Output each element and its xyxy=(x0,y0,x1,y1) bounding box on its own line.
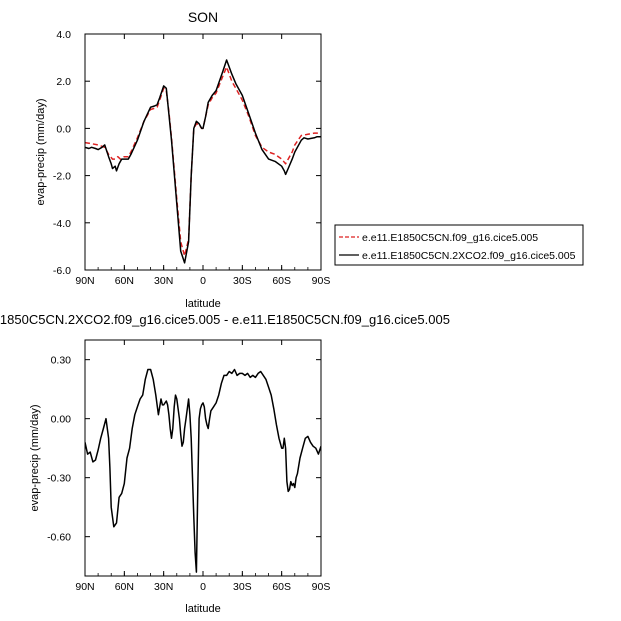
series-line xyxy=(85,59,321,264)
y-tick-label: -2.0 xyxy=(53,171,71,183)
chart-1-xlabel: latitude xyxy=(185,298,220,310)
y-tick-label: -0.30 xyxy=(47,473,71,485)
x-tick-label: 30S xyxy=(233,275,252,287)
legend-label-1: e.e11.E1850C5CN.f09_g16.cice5.005 xyxy=(362,232,538,244)
y-tick-label: 0.30 xyxy=(51,355,72,367)
y-tick-label: 2.0 xyxy=(56,76,71,88)
y-tick-label: -0.60 xyxy=(47,532,71,544)
chart-2-ylabel: evap-precip (mm/day) xyxy=(29,405,41,512)
x-tick-label: 0 xyxy=(200,275,206,287)
chart-2-frame xyxy=(84,339,322,577)
y-tick-label: 4.0 xyxy=(56,29,71,41)
x-tick-label: 90N xyxy=(75,581,94,593)
x-tick-label: 60N xyxy=(115,581,134,593)
chart-1: SON 90N 60N 30N 0 30S 60S 90S 4.0 2.0 0.0 -2.0 -4.0… xyxy=(35,9,584,310)
x-tick-label: 90S xyxy=(312,275,331,287)
chart-2-xlabel: latitude xyxy=(185,603,220,615)
chart-2-ticks: 90N 60N 30N 0 30S 60S 90S 0.30 0.00 -0.30 -0.60 xyxy=(47,340,330,593)
y-tick-label: 0.00 xyxy=(51,414,72,426)
chart-1-ticks: 90N 60N 30N 0 30S 60S 90S 4.0 2.0 0.0 -2.0 -4.0 -6.0 xyxy=(53,29,330,287)
x-tick-label: 30N xyxy=(154,275,173,287)
series-line xyxy=(85,368,321,573)
y-tick-label: -6.0 xyxy=(53,265,71,277)
chart-1-lines xyxy=(85,59,321,264)
x-tick-label: 60S xyxy=(272,275,291,287)
chart-2: e.e11.E1850C5CN.2XCO2.f09_g16.cice5.005 … xyxy=(0,312,450,615)
legend-label-2: e.e11.E1850C5CN.2XCO2.f09_g16.cice5.005 xyxy=(362,250,576,262)
chart-2-lines xyxy=(85,368,321,573)
chart-1-title: SON xyxy=(188,9,218,25)
x-tick-label: 60S xyxy=(272,581,291,593)
chart-1-frame xyxy=(84,33,322,271)
y-tick-label: -4.0 xyxy=(53,218,71,230)
y-tick-label: 0.0 xyxy=(56,123,71,135)
chart-2-title: e.e11.E1850C5CN.2XCO2.f09_g16.cice5.005 … xyxy=(0,312,450,327)
x-tick-label: 90S xyxy=(312,581,331,593)
x-tick-label: 30N xyxy=(154,581,173,593)
chart-1-ylabel: evap-precip (mm/day) xyxy=(35,99,47,206)
x-tick-label: 60N xyxy=(115,275,134,287)
x-tick-label: 30S xyxy=(233,581,252,593)
legend-box xyxy=(334,224,584,266)
legend: e.e11.E1850C5CN.f09_g16.cice5.005 e.e11.… xyxy=(334,224,584,266)
x-tick-label: 90N xyxy=(75,275,94,287)
x-tick-label: 0 xyxy=(200,581,206,593)
